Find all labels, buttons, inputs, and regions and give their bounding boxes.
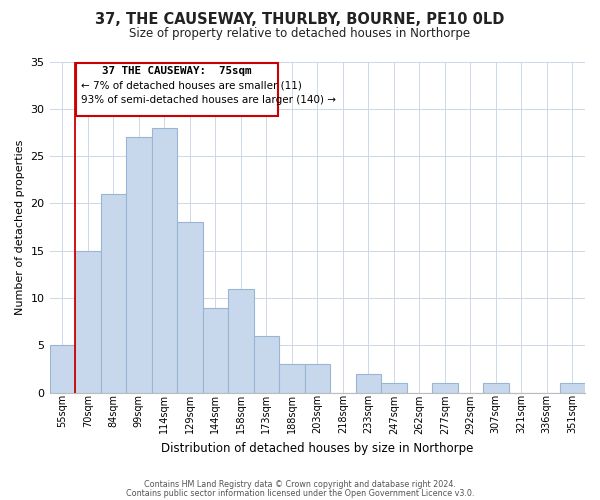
Bar <box>254 336 279 393</box>
Bar <box>432 384 458 393</box>
Bar <box>152 128 177 393</box>
Text: Contains HM Land Registry data © Crown copyright and database right 2024.: Contains HM Land Registry data © Crown c… <box>144 480 456 489</box>
Bar <box>228 288 254 393</box>
Bar <box>101 194 126 393</box>
Y-axis label: Number of detached properties: Number of detached properties <box>15 140 25 315</box>
Bar <box>279 364 305 393</box>
Text: Size of property relative to detached houses in Northorpe: Size of property relative to detached ho… <box>130 28 470 40</box>
FancyBboxPatch shape <box>76 63 278 116</box>
Bar <box>356 374 381 393</box>
Bar <box>203 308 228 393</box>
Text: 37, THE CAUSEWAY, THURLBY, BOURNE, PE10 0LD: 37, THE CAUSEWAY, THURLBY, BOURNE, PE10 … <box>95 12 505 28</box>
Bar <box>381 384 407 393</box>
Text: 37 THE CAUSEWAY:  75sqm: 37 THE CAUSEWAY: 75sqm <box>102 66 252 76</box>
Text: Contains public sector information licensed under the Open Government Licence v3: Contains public sector information licen… <box>126 489 474 498</box>
Bar <box>305 364 330 393</box>
Bar <box>75 251 101 393</box>
Bar <box>126 137 152 393</box>
Bar <box>560 384 585 393</box>
Text: ← 7% of detached houses are smaller (11): ← 7% of detached houses are smaller (11) <box>82 81 302 91</box>
Bar <box>177 222 203 393</box>
Bar <box>483 384 509 393</box>
Text: 93% of semi-detached houses are larger (140) →: 93% of semi-detached houses are larger (… <box>82 95 337 105</box>
Bar <box>50 346 75 393</box>
X-axis label: Distribution of detached houses by size in Northorpe: Distribution of detached houses by size … <box>161 442 473 455</box>
